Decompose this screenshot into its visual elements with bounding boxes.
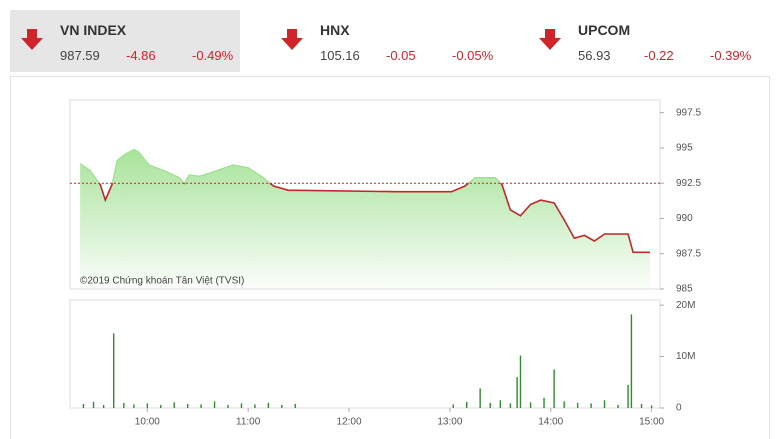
index-tab[interactable]: VN INDEX 987.59 -4.86 -0.49%: [10, 10, 240, 72]
down-arrow: [21, 29, 43, 50]
down-arrow: [281, 29, 303, 50]
volume-bar: [603, 400, 606, 408]
index-value: 105.16: [320, 48, 360, 63]
index-change: -4.86: [126, 48, 156, 63]
index-pct: -0.05%: [452, 48, 494, 63]
volume-bar: [240, 403, 243, 408]
x-tick-label: 11:00: [236, 417, 261, 428]
volume-bar: [200, 404, 202, 408]
y-tick-label: 985: [676, 284, 693, 295]
volume-bar: [82, 403, 85, 408]
price-line: [79, 148, 502, 184]
x-tick-label: 12:00: [337, 417, 362, 428]
volume-bar: [133, 404, 135, 408]
x-tick-label: 10:00: [135, 417, 160, 428]
index-tab[interactable]: UPCOM 56.93 -0.22 -0.39%: [528, 10, 758, 72]
volume-bar: [563, 401, 565, 408]
price-area: [80, 149, 650, 289]
volume-bar: [650, 405, 653, 408]
volume-bar: [627, 384, 629, 408]
volume-bar: [479, 388, 481, 408]
x-tick-label: 14:00: [538, 417, 563, 428]
volume-bar: [186, 403, 189, 408]
volume-bar: [267, 402, 270, 408]
index-pct: -0.39%: [710, 48, 752, 63]
y-tick-label: 10M: [676, 351, 695, 362]
volume-bar: [452, 404, 454, 408]
volume-bar: [102, 404, 105, 408]
volume-bar: [92, 401, 95, 408]
volume-bar: [113, 333, 115, 408]
index-tab[interactable]: HNX 105.16 -0.05 -0.05%: [270, 10, 500, 72]
volume-bar: [465, 401, 468, 408]
volume-bar: [123, 402, 125, 408]
volume-bar: [630, 314, 633, 408]
volume-bar: [294, 403, 296, 408]
down-arrow: [539, 29, 561, 50]
volume-bar: [213, 401, 216, 408]
volume-bar: [553, 369, 555, 408]
y-tick-label: 0: [676, 403, 682, 414]
volume-bar: [227, 404, 229, 408]
y-tick-label: 992.5: [676, 178, 701, 189]
y-tick-label: 997.5: [676, 107, 701, 118]
x-tick-label: 13:00: [437, 417, 462, 428]
price-line: [98, 183, 650, 254]
volume-bar: [576, 402, 579, 408]
volume-bar: [254, 404, 256, 408]
volume-bar: [499, 400, 502, 408]
plot-frame: [69, 299, 661, 409]
volume-bar: [519, 355, 522, 408]
volume-bar: [489, 402, 491, 408]
x-tick-label: 15:00: [639, 417, 664, 428]
index-value: 56.93: [578, 48, 611, 63]
chart-panel: [10, 76, 770, 439]
volume-bar: [590, 403, 592, 408]
volume-bar: [516, 377, 518, 408]
volume-bar: [509, 403, 512, 408]
volume-bar: [640, 403, 643, 408]
index-pct: -0.49%: [192, 48, 234, 63]
watermark: ©2019 Chứng khoán Tân Việt (TVSI): [80, 276, 244, 287]
index-change: -0.22: [644, 48, 674, 63]
index-value: 987.59: [60, 48, 100, 63]
y-tick-label: 987.5: [676, 248, 701, 259]
y-tick-label: 990: [676, 213, 693, 224]
index-name: UPCOM: [578, 22, 631, 38]
volume-bar: [281, 404, 283, 408]
y-tick-label: 20M: [676, 300, 695, 311]
y-tick-label: 995: [676, 143, 693, 154]
index-name: VN INDEX: [60, 22, 127, 38]
volume-bar: [529, 402, 532, 408]
volume-bar: [146, 403, 149, 408]
volume-bar: [543, 397, 545, 408]
index-name: HNX: [320, 22, 350, 38]
index-change: -0.05: [386, 48, 416, 63]
volume-bar: [160, 404, 162, 408]
volume-bar: [173, 402, 175, 408]
volume-bar: [617, 404, 619, 408]
